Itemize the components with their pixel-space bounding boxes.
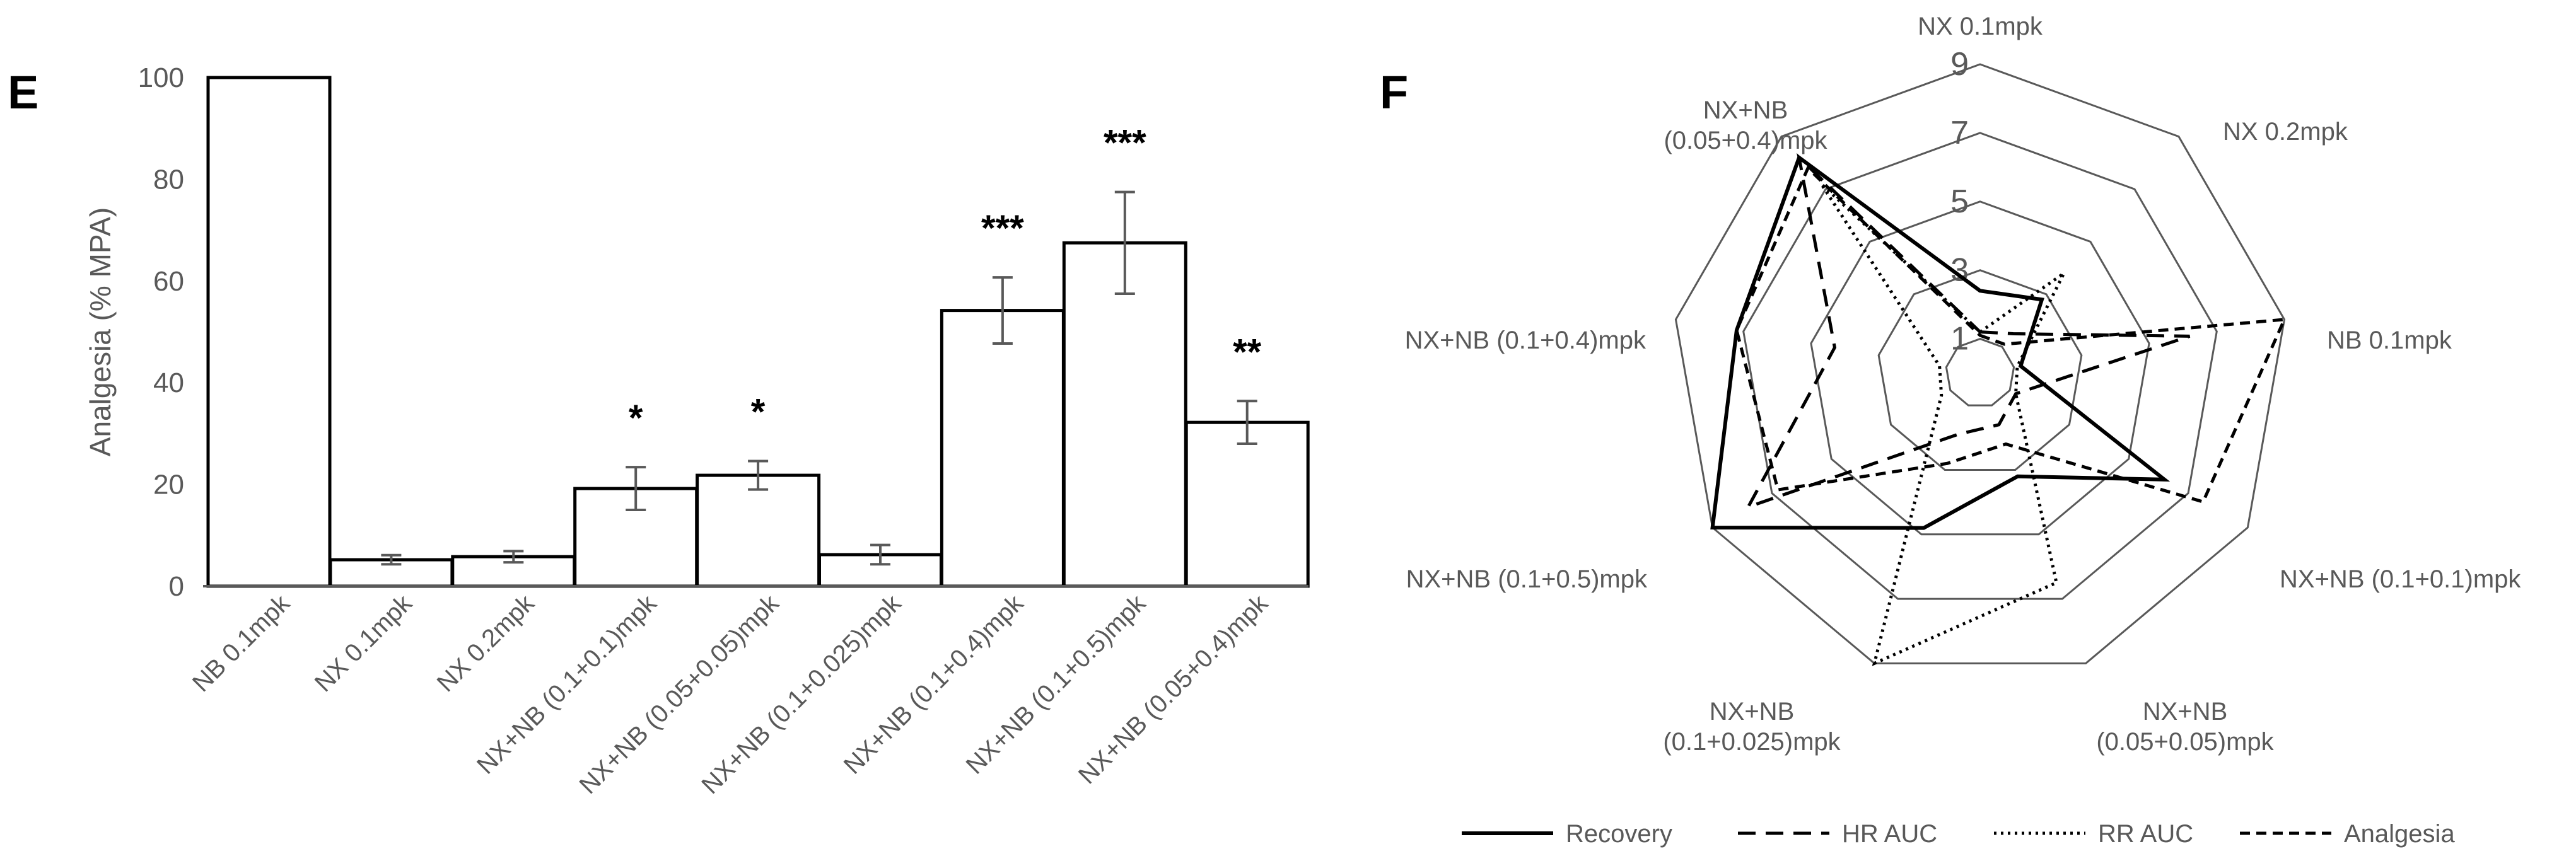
radar-axis-label-4-line-1: (0.05+0.05)mpk	[2096, 728, 2274, 756]
significance-marker-4: *	[751, 391, 766, 432]
radar-grid-ring-5	[1810, 200, 2150, 536]
radar-axis-label-3: NX+NB (0.1+0.1)mpk	[2280, 565, 2521, 593]
radar-axis-label-7: NX+NB (0.1+0.4)mpk	[1405, 326, 1646, 354]
radar-ring-label-2: 5	[1950, 183, 1969, 220]
radar-series-analgesia	[1735, 165, 2287, 504]
radar-axis-label-4-line-0: NX+NB	[2143, 698, 2228, 725]
radar-grid-ring-1	[1945, 337, 2015, 407]
radar-axis-label-8-line-1: (0.05+0.4)mpk	[1664, 127, 1827, 154]
x-tick-label-1: NX 0.1mpk	[310, 589, 418, 698]
y-tick-label-5: 100	[138, 62, 184, 93]
radar-axis-label-6: NX+NB (0.1+0.5)mpk	[1406, 565, 1648, 593]
radar-ring-label-0: 1	[1950, 321, 1969, 357]
bar-6	[940, 309, 1065, 588]
radar-axis-label-5-line-1: (0.1+0.025)mpk	[1663, 728, 1841, 756]
radar-grid-ring-3	[1877, 269, 2083, 471]
significance-marker-7: ***	[1104, 123, 1146, 164]
panel-letter-e: E	[8, 66, 38, 118]
legend-label-2: RR AUC	[2098, 820, 2193, 848]
legend-label-1: HR AUC	[1842, 820, 1937, 848]
radar-axis-label-2: NB 0.1mpk	[2327, 326, 2452, 354]
x-tick-label-0: NB 0.1mpk	[187, 589, 296, 698]
significance-marker-8: **	[1233, 332, 1262, 373]
y-tick-label-3: 60	[153, 266, 184, 297]
radar-grid-ring-7	[1742, 132, 2218, 600]
y-axis-title: Analgesia (% MPA)	[84, 207, 117, 456]
legend-label-3: Analgesia	[2344, 820, 2455, 848]
bar-4	[696, 473, 821, 588]
radar-axis-label-1: NX 0.2mpk	[2223, 118, 2348, 146]
x-tick-label-2: NX 0.2mpk	[432, 589, 540, 698]
y-tick-label-2: 40	[153, 367, 184, 398]
radar-ring-label-3: 7	[1950, 115, 1969, 151]
significance-marker-6: ***	[981, 208, 1024, 249]
panel-letter-f: F	[1380, 66, 1408, 118]
radar-axis-label-0: NX 0.1mpk	[1918, 13, 2043, 40]
y-tick-label-0: 0	[169, 571, 184, 602]
y-tick-label-4: 80	[153, 164, 184, 195]
radar-axis-label-8-line-0: NX+NB	[1703, 96, 1788, 124]
y-tick-label-1: 20	[153, 470, 184, 500]
x-tick-label-5: NX+NB (0.1+0.025)mpk	[696, 589, 907, 800]
radar-ring-label-4: 9	[1950, 46, 1969, 83]
bar-8	[1184, 420, 1310, 588]
radar-axis-label-5-line-0: NX+NB	[1710, 698, 1795, 725]
radar-grid-ring-9	[1674, 63, 2286, 664]
radar-series-rr-auc	[1819, 182, 2066, 666]
radar-series-recovery	[1710, 154, 2171, 530]
x-tick-label-4: NX+NB (0.05+0.05)mpk	[574, 589, 785, 800]
legend-label-0: Recovery	[1566, 820, 1672, 848]
significance-marker-3: *	[629, 398, 643, 439]
bar-0	[206, 76, 332, 588]
